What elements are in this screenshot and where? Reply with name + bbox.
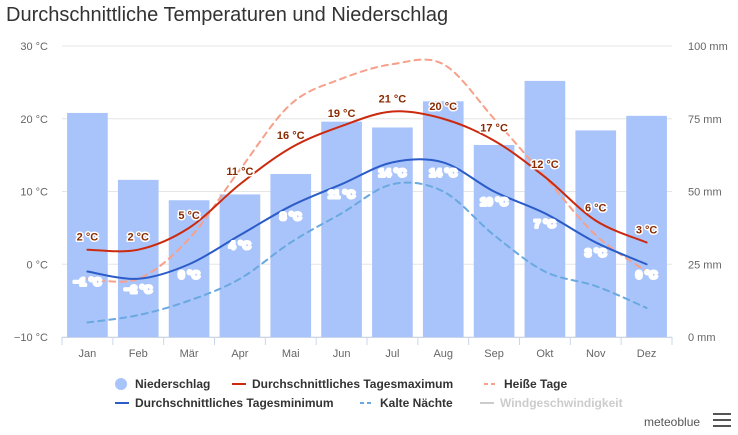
min-temp-data-label: 3 °C (585, 247, 607, 259)
legend-label: Heiße Tage (504, 377, 567, 391)
y-left-tick-label: 0 °C (26, 259, 48, 271)
x-tick-label: Sep (484, 348, 504, 360)
x-tick-label: Dez (637, 348, 657, 360)
precipitation-bar[interactable] (575, 130, 617, 337)
line-layer (86, 58, 648, 324)
precipitation-bar[interactable] (372, 127, 413, 337)
legend-label: Kalte Nächte (380, 396, 453, 410)
max-temp-data-label: 3 °C (636, 224, 658, 236)
max-temp-data-label: 17 °C (480, 123, 508, 135)
y-right-tick-label: 0 mm (688, 332, 716, 344)
precipitation-bar[interactable] (626, 115, 667, 337)
min-temp-data-label: −2 °C (124, 284, 152, 296)
x-tick-label: Mai (282, 348, 300, 360)
series-line-durchschnittliches-tagesmaximum[interactable] (86, 110, 648, 253)
min-temp-data-label: 7 °C (534, 218, 556, 230)
max-temp-data-label: 12 °C (531, 159, 559, 171)
precipitation-bar[interactable] (117, 179, 159, 337)
max-temp-data-label: 6 °C (585, 203, 607, 215)
legend-item-durchschnittliches-tagesmaximum[interactable]: Durchschnittliches Tagesmaximum (232, 377, 453, 391)
max-temp-data-label: 19 °C (328, 108, 356, 120)
precipitation-bar[interactable] (67, 112, 108, 338)
min-temp-data-label: 14 °C (429, 167, 457, 179)
series-dashed-line-heiße-tage[interactable] (86, 58, 648, 283)
min-temp-data-label: 0 °C (636, 269, 658, 281)
precipitation-bar[interactable] (321, 121, 362, 337)
series-dashed-line-kalte-nächte[interactable] (86, 181, 648, 324)
legend-item-heiße-tage[interactable]: Heiße Tage (484, 377, 567, 391)
legend-item-windgeschwindigkeit[interactable]: Windgeschwindigkeit (480, 396, 623, 410)
y-left-tick-label: 30 °C (20, 41, 48, 53)
max-temp-data-label: 5 °C (178, 210, 200, 222)
y-left-tick-label: −10 °C (14, 332, 48, 344)
x-tick-label: Aug (433, 348, 453, 360)
precipitation-bar[interactable] (524, 80, 566, 338)
bar-layer (67, 80, 667, 338)
x-tick-label: Jun (333, 348, 351, 360)
x-tick-label: Feb (129, 348, 148, 360)
max-temp-data-label: 2 °C (127, 232, 149, 244)
x-tick-label: Mär (180, 348, 199, 360)
hamburger-menu-icon[interactable] (713, 413, 731, 427)
y-right-tick-label: 75 mm (688, 114, 722, 126)
max-temp-data-label: 11 °C (226, 166, 253, 178)
legend: Niederschlag Durchschnittliches Tagesmaxi… (115, 377, 623, 410)
y-right-tick-label: 100 mm (688, 41, 728, 53)
min-temp-data-label: 4 °C (229, 240, 251, 252)
legend-item-niederschlag[interactable]: Niederschlag (115, 377, 210, 391)
x-tick-label: Okt (536, 348, 553, 360)
y-right-tick-label: 50 mm (688, 187, 722, 199)
min-temp-data-label: 11 °C (328, 189, 355, 201)
max-temp-data-label: 20 °C (429, 101, 457, 113)
legend-label: Niederschlag (135, 377, 210, 391)
meteoblue-credit[interactable]: meteoblue (644, 415, 701, 429)
legend-item-kalte-nächte[interactable]: Kalte Nächte (360, 396, 453, 410)
min-temp-data-label: 8 °C (280, 211, 302, 223)
precipitation-bar[interactable] (219, 194, 261, 337)
legend-label: Durchschnittliches Tagesminimum (135, 396, 334, 410)
x-tick-label: Jul (385, 348, 399, 360)
precipitation-bar[interactable] (473, 144, 515, 337)
max-temp-data-label: 21 °C (379, 93, 407, 105)
y-right-tick-label: 25 mm (688, 259, 722, 271)
min-temp-data-label: 0 °C (178, 269, 200, 281)
precipitation-bar[interactable] (270, 174, 312, 337)
x-tick-label: Nov (586, 348, 606, 360)
series-line-durchschnittliches-tagesminimum[interactable] (86, 158, 648, 280)
y-left-tick-label: 20 °C (20, 114, 48, 126)
x-tick-label: Apr (231, 348, 248, 360)
precipitation-bar[interactable] (422, 101, 464, 337)
chart-title: Durchschnittliche Temperaturen und Niede… (6, 4, 449, 26)
min-temp-data-label: 14 °C (379, 167, 407, 179)
legend-item-durchschnittliches-tagesminimum[interactable]: Durchschnittliches Tagesminimum (115, 396, 334, 410)
max-temp-data-label: 16 °C (277, 130, 305, 142)
min-temp-data-label: 10 °C (480, 197, 508, 209)
label-layer: 2 °C 2 °C 5 °C 11 °C 16 °C 19 °C 21 °C 20 °C 17 … (72, 92, 659, 297)
legend-label: Durchschnittliches Tagesmaximum (252, 377, 453, 391)
min-temp-data-label: −1 °C (73, 277, 101, 289)
max-temp-data-label: 2 °C (77, 232, 99, 244)
legend-symbol-circle (115, 378, 127, 390)
axis-layer: −10 °C 0 °C 10 °C 20 °C 30 °C 0 mm 25 mm 50 mm 7… (14, 41, 728, 360)
x-tick-label: Jan (79, 348, 97, 360)
legend-label: Windgeschwindigkeit (500, 396, 623, 410)
y-left-tick-label: 10 °C (20, 187, 48, 199)
